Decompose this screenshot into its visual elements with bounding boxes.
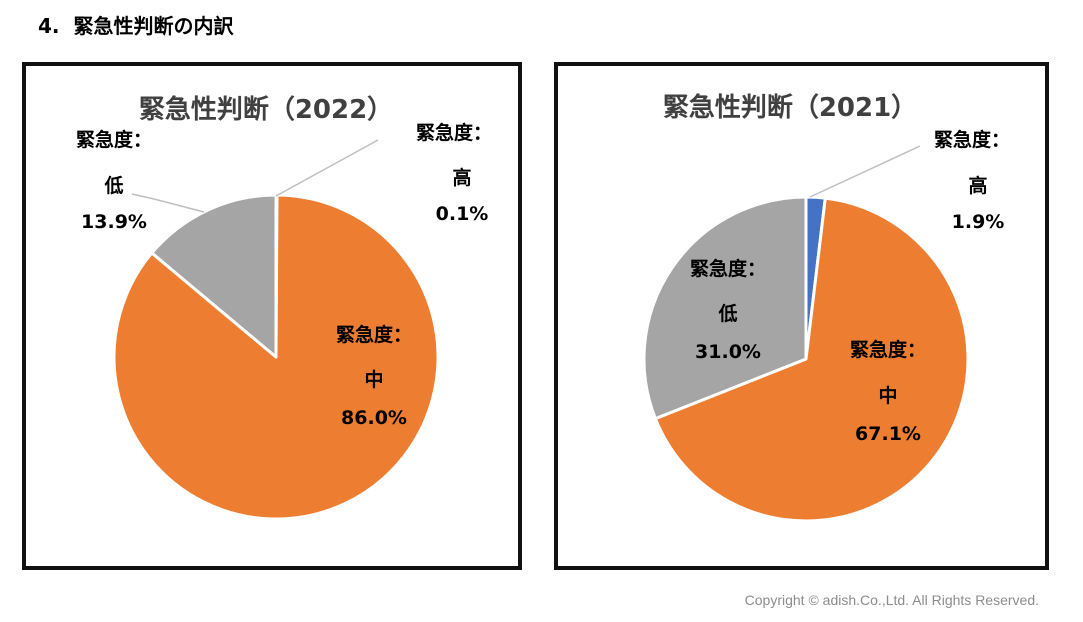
slice-label-high-level: 高 xyxy=(452,166,471,189)
leader-line-low xyxy=(131,193,205,213)
slice-label-medium-category: 緊急度： xyxy=(336,323,412,346)
chart-2021-svg: 緊急性判断（2021） 緊急度： 高 1.9% 緊急度： 中 67.1% 緊急度… xyxy=(642,92,1010,523)
leader-lines xyxy=(809,145,921,198)
pie-slice-low xyxy=(642,195,808,421)
slice-label-medium-level: 中 xyxy=(364,368,383,391)
leader-lines xyxy=(131,139,379,213)
pie-slices xyxy=(642,195,970,523)
slice-label-high-value: 0.1% xyxy=(436,203,489,225)
slice-label-medium-value: 86.0% xyxy=(341,407,407,429)
slice-label-low-value: 13.9% xyxy=(81,211,147,233)
section-title: 緊急性判断の内訳 xyxy=(73,14,234,38)
slice-label-high-category: 緊急度： xyxy=(416,121,492,144)
pie-chart-2022: 緊急性判断（2022） 緊急度： 高 0.1% 緊急度： 中 86.0% 緊急度… xyxy=(22,62,522,570)
leader-line-high xyxy=(275,139,379,197)
slice-label-medium-category: 緊急度： xyxy=(850,338,926,361)
slice-label-low-level: 低 xyxy=(103,174,123,197)
pie-slice-low xyxy=(150,193,278,359)
slice-label-high-level: 高 xyxy=(968,174,987,197)
pie-slice-medium xyxy=(653,196,970,523)
section-number: 4. xyxy=(38,14,60,38)
section-heading: 4. 緊急性判断の内訳 xyxy=(38,10,234,39)
slice-label-low-category: 緊急度： xyxy=(690,257,766,280)
chart-2022-svg: 緊急性判断（2022） 緊急度： 高 0.1% 緊急度： 中 86.0% 緊急度… xyxy=(76,94,492,521)
leader-line-high xyxy=(809,145,921,198)
pie-slices xyxy=(112,193,440,521)
copyright-notice: Copyright © adish.Co.,Ltd. All Rights Re… xyxy=(744,592,1039,608)
pie-chart-2021: 緊急性判断（2021） 緊急度： 高 1.9% 緊急度： 中 67.1% 緊急度… xyxy=(554,62,1049,570)
slice-label-low-level: 低 xyxy=(717,302,737,325)
slice-label-medium-value: 67.1% xyxy=(855,423,921,445)
slice-label-low-value: 31.0% xyxy=(695,341,761,363)
chart-title: 緊急性判断（2021） xyxy=(663,92,917,123)
slice-label-high-value: 1.9% xyxy=(952,211,1005,233)
chart-title: 緊急性判断（2022） xyxy=(139,94,393,125)
slice-label-medium-level: 中 xyxy=(878,384,897,407)
slice-label-high-category: 緊急度： xyxy=(934,128,1010,151)
slice-label-low-category: 緊急度： xyxy=(76,128,152,151)
